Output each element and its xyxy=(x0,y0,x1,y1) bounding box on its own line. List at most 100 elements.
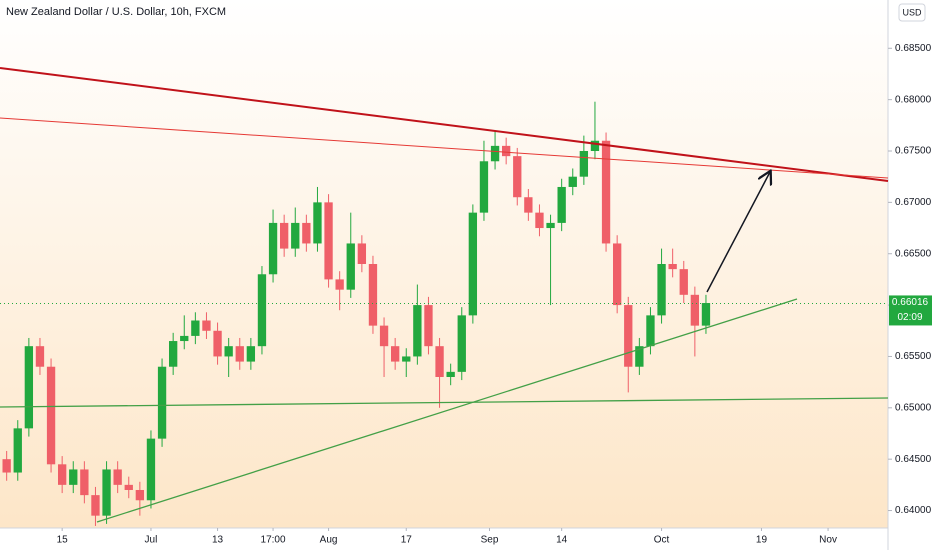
candle-body xyxy=(69,469,78,485)
candle-body xyxy=(180,335,189,342)
candle-body xyxy=(579,151,589,177)
candle-body xyxy=(168,341,178,367)
candle-body xyxy=(479,161,489,213)
candle-body xyxy=(91,495,100,516)
x-tick-label: Nov xyxy=(819,535,837,546)
time-axis-background xyxy=(0,528,888,550)
candle-body xyxy=(46,366,56,465)
candle-body xyxy=(490,145,500,162)
candle-body xyxy=(24,346,34,429)
horizontal-support xyxy=(0,397,889,408)
candle-body xyxy=(191,320,200,336)
candle-body xyxy=(257,274,267,347)
candle-body xyxy=(546,222,555,229)
candle-body xyxy=(313,202,322,244)
currency-button[interactable] xyxy=(898,3,926,22)
candle-body xyxy=(335,279,344,290)
y-tick-label: 0.64500 xyxy=(895,454,932,465)
candle-body xyxy=(701,303,711,326)
candle-body xyxy=(213,330,222,357)
candle-body xyxy=(668,264,677,270)
candle-body xyxy=(80,469,89,496)
candle-body xyxy=(501,145,511,157)
candle-body xyxy=(368,264,378,326)
currency-label[interactable]: USD xyxy=(902,7,922,17)
candle-body xyxy=(13,428,22,473)
candle-body xyxy=(601,140,611,244)
x-tick-label: 13 xyxy=(212,535,224,546)
candle-body xyxy=(113,469,122,485)
candle-body xyxy=(102,469,111,516)
candle-body xyxy=(2,459,11,473)
x-tick-label: Sep xyxy=(481,535,499,546)
candle-body xyxy=(402,356,411,362)
candle-body xyxy=(657,264,666,316)
x-tick-label: 14 xyxy=(556,535,568,546)
candle-body xyxy=(324,202,333,280)
x-tick-label: 17:00 xyxy=(261,535,286,546)
candle-body xyxy=(268,222,278,275)
y-tick-label: 0.64000 xyxy=(895,505,932,516)
x-tick-label: Oct xyxy=(654,535,670,546)
candle-body xyxy=(35,346,45,367)
x-tick-label: 15 xyxy=(57,535,69,546)
candle-body xyxy=(346,243,355,290)
candle-body xyxy=(635,346,644,367)
candles xyxy=(2,101,711,526)
candle-body xyxy=(202,320,211,331)
candle-body xyxy=(124,484,133,490)
resistance-line xyxy=(0,67,889,182)
x-tick-label: 17 xyxy=(401,535,413,546)
y-tick-label: 0.68500 xyxy=(895,43,932,54)
last-price-label: 0.66016 xyxy=(892,297,929,308)
candle-body xyxy=(413,305,422,357)
y-tick-label: 0.67500 xyxy=(895,146,932,157)
candle-body xyxy=(302,222,311,244)
candle-body xyxy=(279,222,289,249)
candle-body xyxy=(690,294,700,326)
candle-body xyxy=(157,366,167,439)
y-tick-label: 0.67000 xyxy=(895,197,932,208)
candle-body xyxy=(57,464,67,485)
price-axis-background xyxy=(888,0,932,550)
candle-body xyxy=(524,197,533,213)
candle-body xyxy=(624,305,633,367)
candle-body xyxy=(424,305,433,347)
candle-body xyxy=(590,140,600,152)
candle-body xyxy=(379,325,389,347)
x-tick-label: Aug xyxy=(320,535,338,546)
projection-arrow xyxy=(706,172,770,293)
y-tick-label: 0.66500 xyxy=(895,248,932,259)
support-line xyxy=(96,298,798,523)
candle-body xyxy=(557,186,566,223)
candle-body xyxy=(246,346,256,362)
last-price-tag xyxy=(889,295,932,326)
candle-body xyxy=(535,212,544,229)
countdown-label: 02:09 xyxy=(897,312,922,323)
candle-body xyxy=(457,315,466,372)
candle-body xyxy=(446,371,455,377)
candle-body xyxy=(224,346,233,357)
candle-body xyxy=(513,156,522,198)
resistance-line-thin xyxy=(0,117,889,179)
candle-body xyxy=(612,243,622,306)
candle-body xyxy=(646,315,655,347)
y-tick-label: 0.68000 xyxy=(895,94,932,105)
x-tick-label: 19 xyxy=(756,535,768,546)
candle-body xyxy=(235,346,244,362)
candle-body xyxy=(679,269,688,295)
y-tick-label: 0.65000 xyxy=(895,402,932,413)
candle-body xyxy=(435,346,444,377)
candle-body xyxy=(135,489,145,501)
chart-title: New Zealand Dollar / U.S. Dollar, 10h, F… xyxy=(6,6,226,18)
candle-body xyxy=(291,222,300,249)
y-tick-label: 0.65500 xyxy=(895,351,932,362)
candle-body xyxy=(357,243,367,264)
candle-body xyxy=(146,438,156,501)
plot-background xyxy=(0,0,888,528)
candle-body xyxy=(390,346,400,362)
candle-body xyxy=(468,212,478,316)
x-tick-label: Jul xyxy=(145,535,158,546)
